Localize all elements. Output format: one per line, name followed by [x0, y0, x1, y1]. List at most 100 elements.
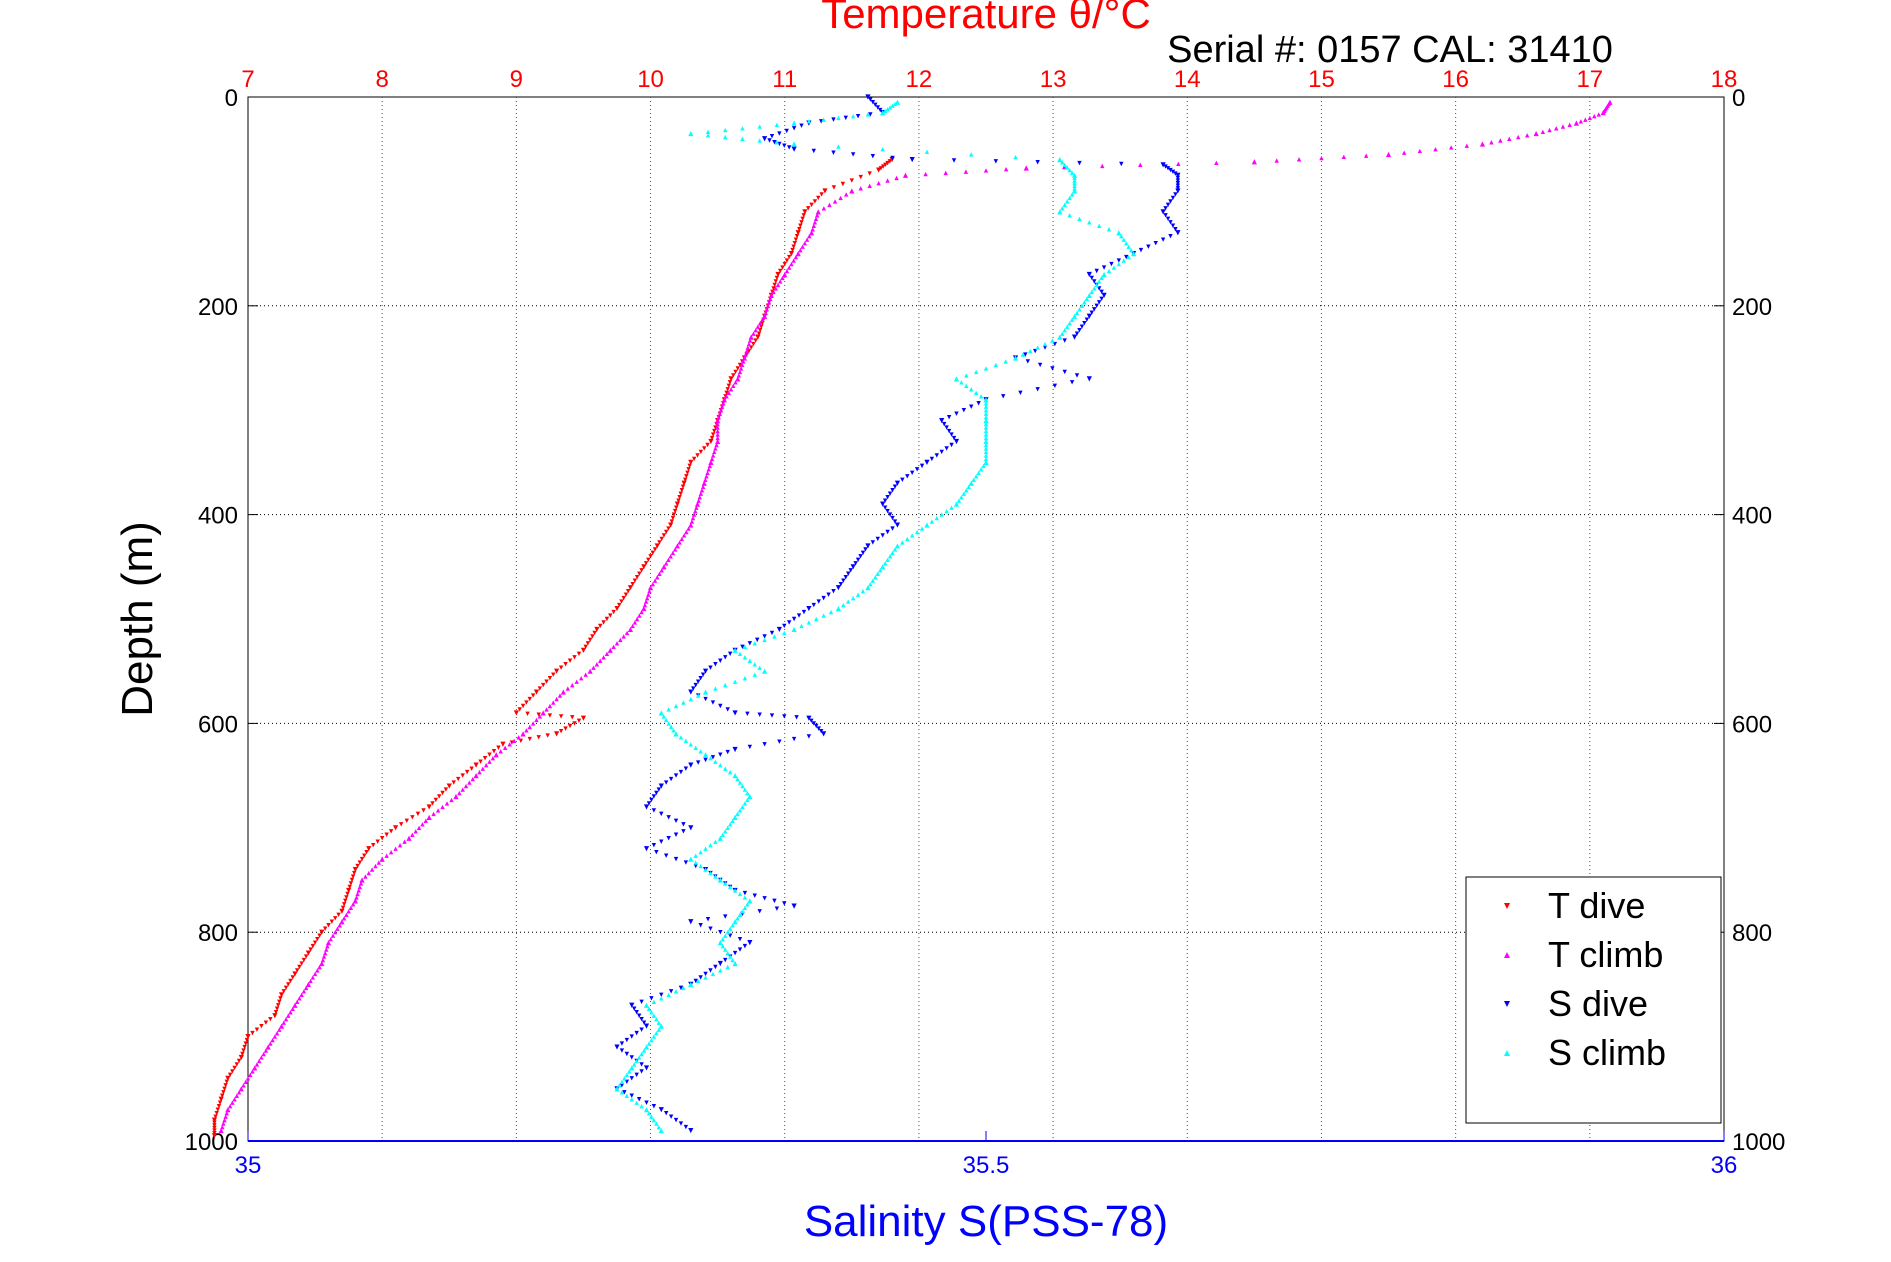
data-point [720, 832, 725, 837]
data-point [1175, 180, 1181, 186]
data-point [643, 846, 650, 852]
data-point [870, 153, 876, 159]
data-point [1074, 373, 1080, 378]
data-point [731, 383, 736, 389]
data-point [1109, 261, 1114, 267]
data-point [423, 818, 428, 824]
data-point [268, 1041, 273, 1046]
data-point [1089, 289, 1094, 295]
data-point [1547, 127, 1552, 133]
data-point [737, 651, 743, 656]
data-point [745, 902, 750, 907]
data-point [951, 435, 957, 441]
data-point [684, 474, 689, 479]
data-point [611, 644, 616, 650]
data-point [983, 459, 989, 465]
data-point [594, 662, 600, 667]
data-point [732, 746, 738, 753]
data-point [646, 557, 651, 563]
x-axis-label-salinity: Salinity S(PSS-78) [804, 1197, 1168, 1246]
data-point [806, 206, 811, 211]
data-point [705, 916, 711, 922]
data-point [822, 188, 828, 194]
data-point [715, 438, 721, 445]
data-point [590, 634, 595, 639]
data-point [775, 271, 781, 278]
data-point [650, 550, 655, 556]
data-point [798, 247, 803, 253]
data-point [250, 1069, 255, 1074]
data-point [737, 780, 743, 785]
data-point [721, 397, 727, 403]
data-point [558, 665, 564, 670]
data-point [1072, 175, 1077, 181]
data-point [677, 540, 682, 545]
data-point [688, 130, 694, 137]
data-point [297, 996, 302, 1001]
data-point [1023, 352, 1028, 357]
data-point [232, 1065, 237, 1071]
data-point [695, 679, 701, 684]
data-point [435, 808, 441, 813]
data-point [944, 425, 949, 430]
data-point [676, 498, 681, 503]
data-point [617, 1083, 622, 1088]
data-point [983, 408, 989, 413]
data-point [623, 592, 629, 597]
data-point [775, 282, 781, 288]
data-point [223, 1114, 228, 1119]
data-point [1573, 120, 1579, 126]
data-point [1089, 275, 1094, 281]
data-point [317, 933, 322, 938]
data-point [679, 488, 685, 493]
data-point [1099, 289, 1104, 295]
data-point [791, 244, 796, 249]
data-point [703, 867, 708, 872]
data-point [1163, 206, 1168, 211]
data-point [657, 540, 662, 545]
data-point [1116, 261, 1122, 267]
data-point [621, 595, 626, 601]
data-point [708, 843, 713, 848]
data-point [672, 508, 678, 514]
data-point [222, 1086, 227, 1091]
data-point [735, 366, 740, 371]
data-point [740, 644, 745, 650]
data-point [708, 756, 713, 761]
data-point [636, 1097, 642, 1102]
data-point [702, 668, 709, 674]
data-point [1168, 234, 1173, 239]
data-point [914, 529, 920, 535]
data-point [1067, 167, 1072, 173]
data-point [832, 199, 838, 204]
data-point [1086, 376, 1092, 382]
data-point [683, 1124, 689, 1130]
temperature-tick-label: 9 [510, 66, 523, 93]
data-point [983, 432, 989, 437]
data-point [718, 752, 723, 757]
data-point [1023, 165, 1029, 171]
data-point [1126, 254, 1131, 260]
data-point [973, 474, 979, 479]
data-point [636, 1055, 642, 1060]
data-point [224, 1079, 229, 1085]
data-point [299, 992, 304, 998]
data-point [352, 870, 357, 876]
data-point [821, 731, 827, 737]
data-point [230, 1069, 235, 1074]
data-point [969, 152, 974, 157]
data-point [1057, 334, 1063, 340]
data-point [821, 613, 826, 618]
data-point [777, 739, 782, 744]
data-point [946, 414, 952, 420]
data-point [685, 470, 690, 476]
data-point [865, 585, 871, 591]
data-point [767, 296, 773, 302]
data-point [762, 742, 767, 747]
data-point [702, 446, 707, 451]
data-point [732, 710, 738, 716]
data-point [732, 647, 738, 653]
data-point [831, 150, 836, 155]
legend-label: S dive [1548, 983, 1648, 1024]
temperature-tick-label: 12 [906, 66, 933, 93]
